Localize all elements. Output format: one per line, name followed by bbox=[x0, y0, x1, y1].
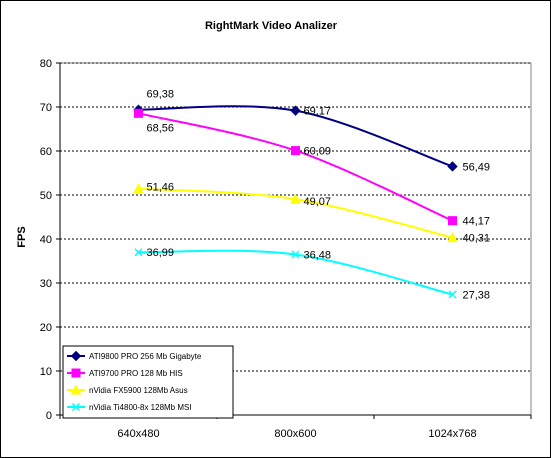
legend-label: nVidia FX5900 128Mb Asus bbox=[89, 386, 188, 395]
data-label: 40,31 bbox=[463, 233, 491, 245]
x-tick-label: 800x600 bbox=[274, 428, 316, 440]
triangle-marker bbox=[447, 232, 458, 243]
legend-item: nVidia Ti4800-8x 128Mb MSI bbox=[67, 402, 192, 412]
legend-label: ATI9800 PRO 256 Mb Gigabyte bbox=[89, 352, 202, 361]
square-marker bbox=[71, 368, 81, 378]
data-label: 69,17 bbox=[304, 106, 332, 118]
x-marker bbox=[448, 290, 457, 299]
x-tick-label: 640x480 bbox=[117, 428, 159, 440]
y-tick-label: 10 bbox=[40, 366, 52, 378]
data-label: 51,46 bbox=[147, 182, 175, 194]
chart-title: RightMark Video Analizer bbox=[205, 20, 338, 32]
data-label: 36,48 bbox=[304, 249, 332, 261]
triangle-marker bbox=[133, 183, 144, 194]
data-label: 60,09 bbox=[304, 146, 332, 158]
triangle-marker bbox=[290, 193, 301, 204]
data-label: 49,07 bbox=[304, 196, 332, 208]
y-tick-label: 60 bbox=[40, 146, 52, 158]
series-2: 68,56 60,09 44,17 bbox=[134, 108, 491, 228]
data-label: 44,17 bbox=[463, 216, 491, 228]
y-axis-label: FPS bbox=[16, 226, 28, 247]
legend-item: nVidia FX5900 128Mb Asus bbox=[67, 384, 188, 395]
triangle-marker bbox=[70, 384, 82, 395]
diamond-marker bbox=[447, 161, 458, 172]
legend-box bbox=[62, 345, 234, 419]
legend-label: nVidia Ti4800-8x 128Mb MSI bbox=[89, 403, 192, 412]
legend-item: ATI9800 PRO 256 Mb Gigabyte bbox=[67, 350, 202, 362]
x-marker bbox=[134, 248, 143, 257]
y-tick-label: 40 bbox=[40, 234, 52, 246]
square-marker bbox=[448, 216, 457, 226]
x-marker bbox=[71, 402, 81, 412]
y-tick-label: 70 bbox=[40, 102, 52, 114]
diamond-marker bbox=[290, 105, 301, 116]
square-marker bbox=[134, 108, 143, 118]
legend-label: ATI9700 PRO 128 Mb HIS bbox=[89, 369, 183, 378]
y-tick-label: 0 bbox=[46, 410, 52, 422]
data-label: 69,38 bbox=[147, 89, 175, 101]
y-tick-label: 30 bbox=[40, 278, 52, 290]
data-label: 56,49 bbox=[463, 161, 491, 173]
data-label: 68,56 bbox=[147, 122, 175, 134]
data-label: 36,99 bbox=[147, 247, 175, 259]
data-label: 27,38 bbox=[463, 290, 491, 302]
diamond-marker bbox=[70, 350, 82, 362]
square-marker bbox=[291, 146, 300, 156]
series-4: 36,99 36,48 27,38 bbox=[134, 247, 491, 302]
series-3: 51,46 49,07 40,31 bbox=[133, 182, 491, 245]
y-tick-label: 20 bbox=[40, 322, 52, 334]
y-tick-label: 50 bbox=[40, 190, 52, 202]
y-tick-label: 80 bbox=[40, 58, 52, 70]
legend-item: ATI9700 PRO 128 Mb HIS bbox=[67, 368, 183, 378]
x-tick-label: 1024x768 bbox=[428, 428, 476, 440]
x-marker bbox=[291, 250, 300, 259]
series-1: 69,38 69,17 56,49 bbox=[133, 89, 491, 173]
legend: ATI9800 PRO 256 Mb Gigabyte ATI9700 PRO 1… bbox=[62, 345, 234, 419]
